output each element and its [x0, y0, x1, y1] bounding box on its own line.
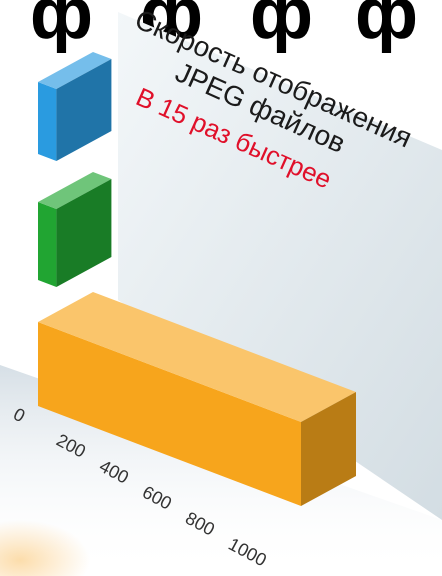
bar-front-face [38, 202, 57, 287]
bar-1 [38, 52, 112, 161]
cropped-glyph: ф [30, 0, 93, 54]
back-wall [118, 12, 442, 520]
bar-front-face [38, 322, 301, 506]
bar-end-face [56, 179, 112, 287]
bar-2 [38, 172, 112, 287]
bar-end-face [301, 392, 356, 506]
cropped-glyph: ф [250, 0, 313, 54]
bar-front-face [38, 82, 57, 161]
cropped-glyph: ф [355, 0, 418, 54]
bar-end-face [56, 59, 112, 161]
bar-3 [38, 292, 356, 506]
bar-top-face [38, 52, 112, 89]
bar-top-face [38, 292, 356, 422]
floor-glow [0, 520, 90, 576]
bar-top-face [38, 172, 112, 209]
